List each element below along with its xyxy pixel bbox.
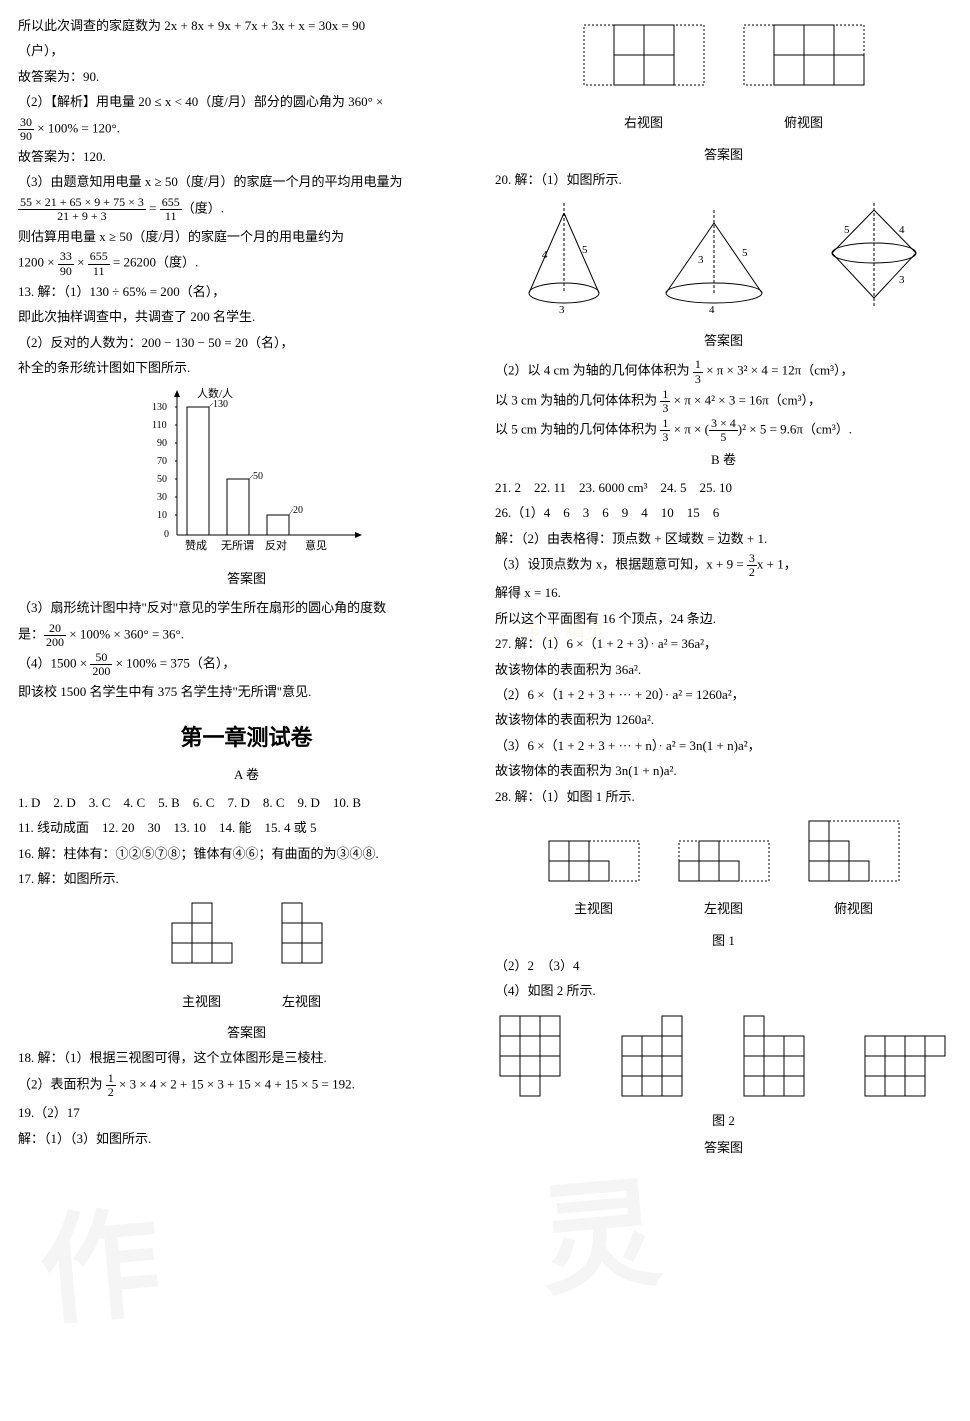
paper-label: B 卷 [495, 448, 952, 471]
text: 即此次抽样调查中，共调查了 200 名学生. [18, 305, 475, 328]
svg-text:5: 5 [582, 244, 588, 256]
caption: 答案图 [18, 1021, 475, 1044]
text: 即该校 1500 名学生中有 375 名学生持"无所谓"意见. [18, 680, 475, 703]
text: （3）由题意知用电量 x ≥ 50（度/月）的家庭一个月的平均用电量为 [18, 170, 475, 193]
formula: 以 5 cm 为轴的几何体体积为 13 × π × (3 × 45)² × 5 … [495, 417, 952, 444]
svg-text:赞成: 赞成 [185, 539, 207, 552]
formula: （2）表面积为 12 × 3 × 4 × 2 + 15 × 3 + 15 × 4… [18, 1072, 475, 1099]
caption: 答案图 [495, 143, 952, 166]
svg-text:意见: 意见 [305, 538, 327, 552]
text: （3）扇形统计图中持"反对"意见的学生所在扇形的圆心角的度数 [18, 596, 475, 619]
svg-text:90: 90 [157, 438, 167, 449]
answers: 1. D 2. D 3. C 4. C 5. B 6. C 7. D 8. C … [18, 791, 475, 814]
text: 解得 x = 16. [495, 581, 952, 604]
text: 所以这个平面图有 16 个顶点，24 条边. [495, 607, 952, 630]
svg-text:4: 4 [542, 249, 548, 261]
svg-text:10: 10 [157, 510, 167, 521]
text: （2）2 （3）4 [495, 954, 952, 977]
text: 解：（2）由表格得：顶点数 + 区域数 = 边数 + 1. [495, 527, 952, 550]
cones-figure: 4 5 3 3 5 4 5 4 3 答案图 [495, 198, 952, 353]
text: 所以此次调查的家庭数为 2x + 8x + 9x + 7x + 3x + x =… [18, 14, 475, 37]
answers: 17. 解：如图所示. [18, 867, 475, 890]
figure-top: 右视图 俯视图 [495, 20, 952, 135]
svg-text:0: 0 [164, 529, 169, 540]
bar-chart: 人数/人 130 110 90 70 50 30 10 0 130 50 20 … [18, 385, 475, 590]
text: 故答案为：120. [18, 145, 475, 168]
svg-text:3: 3 [698, 254, 704, 266]
svg-text:110: 110 [152, 420, 167, 431]
paper-label: A 卷 [18, 763, 475, 786]
text: 26.（1）4 6 3 6 9 4 10 15 6 [495, 501, 952, 524]
text: 解：（1）（3）如图所示. [18, 1127, 475, 1150]
svg-text:3: 3 [899, 274, 905, 286]
text: 补全的条形统计图如下图所示. [18, 356, 475, 379]
svg-text:5: 5 [844, 224, 850, 236]
text: 则估算用电量 x ≥ 50（度/月）的家庭一个月的用电量约为 [18, 225, 475, 248]
text: 故答案为：90. [18, 65, 475, 88]
svg-text:30: 30 [157, 492, 167, 503]
text: （3）6 ×（1 + 2 + 3 + ··· + n）· a² = 3n(1 +… [495, 734, 952, 757]
svg-text:反对: 反对 [265, 538, 287, 552]
svg-text:50: 50 [253, 471, 263, 482]
text: 故该物体的表面积为 1260a². [495, 708, 952, 731]
formula: （2）以 4 cm 为轴的几何体体积为 13 × π × 3² × 4 = 12… [495, 358, 952, 385]
svg-text:70: 70 [157, 456, 167, 467]
text: 27. 解：（1）6 ×（1 + 2 + 3）· a² = 36a²， [495, 632, 952, 655]
svg-text:5: 5 [742, 247, 748, 259]
figure-17: 主视图 左视图 [18, 898, 475, 1013]
text: （2）【解析】用电量 20 ≤ x < 40（度/月）部分的圆心角为 360° … [18, 90, 475, 113]
svg-text:130: 130 [152, 402, 167, 413]
formula: （3）设顶点数为 x，根据题意可知，x + 9 = 32x + 1， [495, 552, 952, 579]
svg-text:无所谓: 无所谓 [221, 539, 254, 552]
formula: 是：20200 × 100% × 360° = 36°. [18, 622, 475, 649]
formula: 55 × 21 + 65 × 9 + 75 × 321 + 9 + 3 = 65… [18, 196, 475, 223]
svg-text:50: 50 [157, 474, 167, 485]
caption: 图 1 [495, 929, 952, 952]
left-column: 所以此次调查的家庭数为 2x + 8x + 9x + 7x + 3x + x =… [18, 12, 475, 1160]
right-column: 右视图 俯视图 答案图 20. 解：（1）如图所示. 4 5 3 3 5 4 5… [495, 12, 952, 1160]
watermark: 作 [31, 1155, 169, 1381]
formula: 1200 × 3390 × 65511 = 26200（度）. [18, 250, 475, 277]
text: 故该物体的表面积为 3n(1 + n)a². [495, 759, 952, 782]
svg-text:20: 20 [293, 505, 303, 516]
text: （4）如图 2 所示. [495, 979, 952, 1002]
text: 28. 解：（1）如图 1 所示. [495, 785, 952, 808]
text: 故该物体的表面积为 36a². [495, 658, 952, 681]
figure-28-2 [495, 1011, 952, 1101]
text: （户）， [18, 39, 475, 62]
chapter-title: 第一章测试卷 [18, 718, 475, 758]
text: 13. 解：（1）130 ÷ 65% = 200（名）， [18, 280, 475, 303]
text: （2）反对的人数为：200 − 130 − 50 = 20（名）， [18, 331, 475, 354]
svg-text:4: 4 [709, 304, 715, 316]
answers: 16. 解：柱体有：①②⑤⑦⑧；锥体有④⑥；有曲面的为③④⑧. [18, 842, 475, 865]
caption: 图 2 [495, 1109, 952, 1132]
caption: 答案图 [495, 1136, 952, 1159]
svg-text:3: 3 [559, 304, 565, 316]
figure-28-1: 主视图 左视图 俯视图 [495, 816, 952, 921]
formula: 3090 × 100% = 120°. [18, 116, 475, 143]
svg-text:4: 4 [899, 224, 905, 236]
caption: 答案图 [18, 567, 475, 590]
formula: （4）1500 × 50200 × 100% = 375（名）， [18, 651, 475, 678]
text: 19.（2）17 [18, 1101, 475, 1124]
answers: 21. 2 22. 11 23. 6000 cm³ 24. 5 25. 10 [495, 476, 952, 499]
answers: 11. 线动成面 12. 20 30 13. 10 14. 能 15. 4 或 … [18, 816, 475, 839]
text: 20. 解：（1）如图所示. [495, 168, 952, 191]
svg-text:130: 130 [213, 399, 228, 410]
text: （2）6 ×（1 + 2 + 3 + ··· + 20）· a² = 1260a… [495, 683, 952, 706]
formula: 以 3 cm 为轴的几何体体积为 13 × π × 4² × 3 = 16π（c… [495, 388, 952, 415]
text: 18. 解：（1）根据三视图可得，这个立体图形是三棱柱. [18, 1046, 475, 1069]
